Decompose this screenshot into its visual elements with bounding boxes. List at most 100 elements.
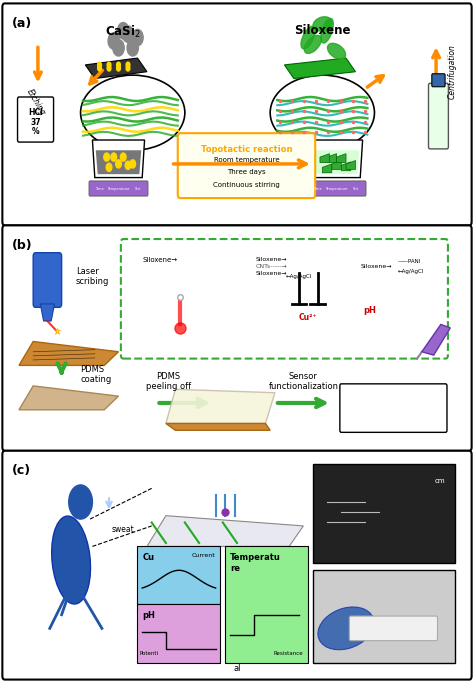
Text: ←Ag/AgCl: ←Ag/AgCl — [398, 268, 424, 274]
Polygon shape — [166, 389, 275, 423]
Text: ←Ag/AgCl: ←Ag/AgCl — [285, 274, 312, 279]
Ellipse shape — [301, 26, 315, 49]
Text: sweat: sweat — [111, 525, 134, 534]
Text: Current: Current — [192, 553, 216, 558]
Text: Potenti: Potenti — [140, 651, 159, 656]
Text: %: % — [32, 127, 39, 137]
Text: Cu²⁺: Cu²⁺ — [299, 313, 318, 322]
Text: Siloxene→: Siloxene→ — [360, 264, 392, 269]
FancyBboxPatch shape — [307, 181, 366, 196]
Text: Siloxene→: Siloxene→ — [142, 257, 177, 262]
Circle shape — [117, 66, 120, 71]
FancyBboxPatch shape — [178, 133, 315, 198]
Circle shape — [106, 163, 112, 171]
Ellipse shape — [318, 607, 374, 650]
Polygon shape — [166, 423, 270, 430]
Text: pH: pH — [142, 611, 155, 620]
Ellipse shape — [321, 18, 333, 43]
Polygon shape — [341, 162, 351, 171]
Polygon shape — [85, 58, 147, 79]
Polygon shape — [327, 154, 337, 163]
Circle shape — [132, 29, 143, 46]
Circle shape — [126, 66, 130, 71]
Circle shape — [113, 40, 124, 56]
FancyBboxPatch shape — [137, 604, 220, 663]
Circle shape — [130, 160, 136, 168]
Text: Siloxene→: Siloxene→ — [256, 270, 287, 276]
Text: Siloxene→: Siloxene→ — [256, 257, 287, 262]
Text: ——PANI: ——PANI — [398, 259, 421, 264]
FancyBboxPatch shape — [313, 570, 455, 663]
Circle shape — [127, 40, 138, 56]
Polygon shape — [284, 58, 356, 79]
Circle shape — [122, 26, 134, 42]
Text: Temperature: Temperature — [107, 186, 130, 191]
FancyBboxPatch shape — [428, 83, 448, 149]
Text: al: al — [233, 664, 241, 673]
Circle shape — [120, 153, 126, 161]
FancyBboxPatch shape — [340, 384, 447, 432]
Ellipse shape — [81, 75, 185, 150]
Text: Continuous stirring: Continuous stirring — [213, 182, 280, 188]
Circle shape — [111, 153, 117, 161]
Text: Time: Time — [313, 186, 322, 191]
Circle shape — [118, 23, 129, 39]
Ellipse shape — [304, 36, 321, 53]
Polygon shape — [332, 161, 341, 169]
Text: Topotactic reaction: Topotactic reaction — [201, 145, 292, 154]
Polygon shape — [147, 516, 303, 546]
Text: Stir: Stir — [134, 186, 141, 191]
Circle shape — [107, 66, 111, 71]
Text: Etching: Etching — [25, 87, 46, 117]
Circle shape — [125, 161, 131, 169]
Circle shape — [98, 66, 101, 71]
FancyBboxPatch shape — [137, 546, 220, 604]
FancyBboxPatch shape — [18, 97, 54, 142]
Circle shape — [126, 62, 130, 68]
FancyBboxPatch shape — [432, 74, 445, 87]
Ellipse shape — [313, 17, 332, 31]
Text: Room temperature: Room temperature — [214, 157, 279, 163]
FancyBboxPatch shape — [2, 225, 472, 451]
Text: cm: cm — [435, 478, 446, 484]
Circle shape — [104, 153, 109, 161]
Text: PDMS
peeling off: PDMS peeling off — [146, 372, 191, 391]
Text: (a): (a) — [12, 17, 32, 30]
Ellipse shape — [328, 43, 346, 59]
Text: HCl: HCl — [28, 108, 43, 117]
Ellipse shape — [270, 75, 374, 150]
FancyBboxPatch shape — [33, 253, 62, 307]
Text: Time: Time — [95, 186, 104, 191]
Circle shape — [117, 62, 120, 68]
Circle shape — [69, 485, 92, 519]
FancyBboxPatch shape — [349, 616, 438, 641]
FancyBboxPatch shape — [2, 451, 472, 680]
Polygon shape — [346, 161, 356, 169]
Polygon shape — [422, 324, 450, 355]
Circle shape — [98, 62, 101, 68]
Polygon shape — [19, 386, 118, 410]
Text: CNTs-----→: CNTs-----→ — [256, 264, 288, 269]
Text: Stir: Stir — [352, 186, 359, 191]
Text: Siloxene: Siloxene — [294, 24, 351, 37]
FancyBboxPatch shape — [2, 3, 472, 225]
Text: Laser
scribing: Laser scribing — [76, 267, 109, 286]
Text: Cu: Cu — [142, 553, 155, 562]
Text: (c): (c) — [12, 464, 31, 477]
Text: CaSi$_2$: CaSi$_2$ — [105, 24, 141, 40]
Text: Three days: Three days — [227, 169, 266, 176]
Circle shape — [116, 160, 121, 168]
Text: 37: 37 — [30, 118, 41, 128]
Text: Temperature: Temperature — [325, 186, 348, 191]
Text: PDMS
coating: PDMS coating — [81, 365, 112, 384]
Ellipse shape — [52, 516, 91, 604]
FancyBboxPatch shape — [225, 546, 308, 663]
Polygon shape — [19, 342, 118, 365]
Circle shape — [108, 33, 119, 49]
Circle shape — [107, 62, 111, 68]
Text: pH: pH — [363, 306, 376, 316]
Polygon shape — [337, 154, 346, 163]
FancyBboxPatch shape — [313, 464, 455, 563]
Text: (b): (b) — [12, 239, 33, 252]
Polygon shape — [320, 154, 329, 163]
